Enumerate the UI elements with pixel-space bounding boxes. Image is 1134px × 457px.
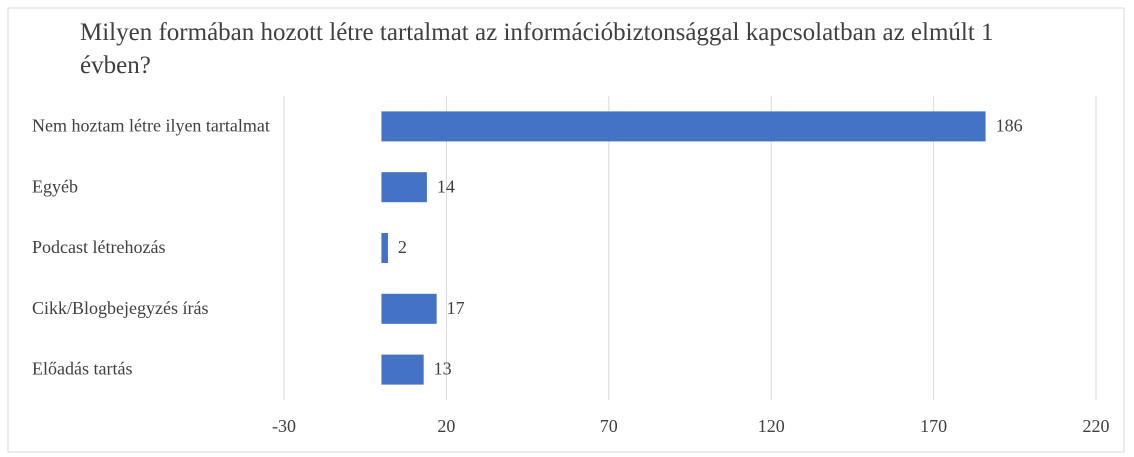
x-tick-label: 20	[437, 416, 455, 436]
x-tick-label: 220	[1083, 416, 1110, 436]
x-tick-label: -30	[272, 416, 296, 436]
bar	[381, 111, 986, 142]
bar	[381, 233, 388, 263]
y-tick-label: Nem hoztam létre ilyen tartalmat	[32, 116, 270, 136]
chart-border	[7, 7, 1125, 453]
bar	[381, 172, 427, 203]
y-tick-label: Cikk/Blogbejegyzés írás	[32, 298, 208, 318]
bar	[381, 354, 424, 385]
x-tick-label: 170	[920, 416, 947, 436]
data-label: 17	[447, 298, 465, 318]
y-tick-label: Előadás tartás	[32, 359, 132, 379]
y-tick-label: Egyéb	[32, 176, 78, 196]
chart-title: Milyen formában hozott létre tartalmat a…	[80, 19, 994, 79]
data-label: 186	[996, 116, 1023, 136]
y-tick-label: Podcast létrehozás	[32, 237, 165, 257]
data-label: 13	[434, 359, 452, 379]
data-label: 2	[398, 237, 407, 257]
x-tick-label: 120	[758, 416, 785, 436]
x-tick-label: 70	[600, 416, 618, 436]
bar	[381, 293, 437, 324]
data-label: 14	[437, 176, 455, 196]
